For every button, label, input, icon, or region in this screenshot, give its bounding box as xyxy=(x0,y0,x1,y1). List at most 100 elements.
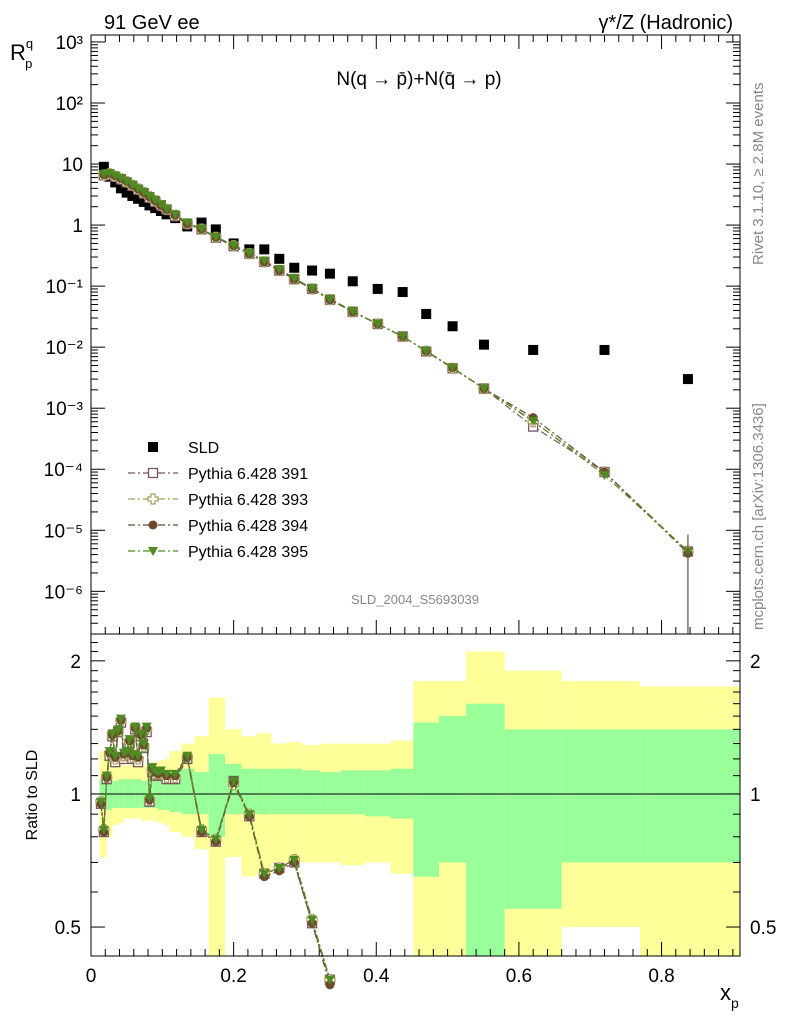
ratio-point xyxy=(133,751,144,761)
x-axis-label: xp xyxy=(720,980,739,1011)
data-point xyxy=(127,190,138,201)
main-title: N(q → p̄)+N(q̄ → p) xyxy=(336,69,501,90)
legend-label: Pythia 6.428 394 xyxy=(188,518,308,535)
ratio-point xyxy=(196,825,207,835)
data-point xyxy=(528,344,539,355)
data-point xyxy=(289,274,300,284)
ratio-y-tick-label-right: 1 xyxy=(750,785,761,806)
ratio-point xyxy=(135,729,146,739)
data-point xyxy=(121,187,132,198)
data-point xyxy=(127,180,138,190)
data-point xyxy=(144,200,155,211)
band-green xyxy=(364,770,391,817)
data-point xyxy=(155,206,166,217)
band-green xyxy=(439,716,467,863)
y-tick-label: 10⁻³ xyxy=(46,399,84,420)
y-tick-label: 10⁻⁴ xyxy=(44,460,83,481)
band-green xyxy=(320,772,341,815)
y-tick-label: 10² xyxy=(56,94,83,115)
data-point xyxy=(372,283,383,294)
legend-marker xyxy=(148,520,158,530)
data-point xyxy=(307,284,318,294)
band-green xyxy=(208,754,226,837)
ratio-point xyxy=(141,722,152,732)
y-tick-label: 10⁻⁶ xyxy=(44,582,83,603)
data-point xyxy=(133,193,144,204)
ratio-point xyxy=(107,729,118,739)
data-point xyxy=(210,224,221,235)
band-green xyxy=(466,703,505,956)
data-point xyxy=(182,218,193,228)
ratio-y-tick-label-right: 2 xyxy=(750,652,761,673)
data-point xyxy=(397,332,408,342)
band-green xyxy=(271,768,287,815)
data-point xyxy=(155,200,166,210)
data-point xyxy=(98,161,109,172)
ratio-y-tick-label: 2 xyxy=(70,652,81,673)
mcplots-label: mcplots.cern.ch [arXiv:1306.3436] xyxy=(750,403,767,630)
data-point xyxy=(259,256,270,266)
data-point xyxy=(324,294,335,304)
ratio-series-3 xyxy=(95,714,335,985)
x-tick-label: 0.6 xyxy=(506,966,532,987)
data-point xyxy=(274,265,285,275)
ratio-line xyxy=(100,718,331,980)
header-right: γ*/Z (Hadronic) xyxy=(599,12,733,34)
band-green xyxy=(241,768,257,815)
ratio-point xyxy=(130,722,141,732)
data-point xyxy=(196,224,207,234)
legend-marker xyxy=(147,493,159,505)
ratio-point xyxy=(101,771,112,781)
data-point xyxy=(478,384,489,394)
data-point xyxy=(447,321,458,332)
data-point xyxy=(347,276,358,287)
x-tick-label: 0.4 xyxy=(363,966,390,987)
data-point xyxy=(259,244,270,255)
data-point xyxy=(274,253,285,264)
y-tick-label: 10⁻² xyxy=(46,338,84,359)
data-point xyxy=(210,232,221,242)
data-point xyxy=(144,191,155,201)
y-tick-label: 10⁻¹ xyxy=(46,277,84,298)
ratio-point xyxy=(98,825,109,835)
data-point xyxy=(98,170,109,180)
ratio-y-tick-label: 1 xyxy=(70,785,81,806)
data-point xyxy=(115,183,126,194)
legend-label: Pythia 6.428 393 xyxy=(188,492,308,509)
ratio-point xyxy=(124,735,135,745)
ratio-point xyxy=(274,863,285,873)
data-point xyxy=(682,374,693,385)
data-point xyxy=(372,319,383,329)
ratio-point xyxy=(110,751,121,761)
band-green xyxy=(340,770,365,815)
y-tick-label: 1 xyxy=(72,216,83,237)
y-tick-label: 10⁻⁵ xyxy=(44,521,83,542)
band-green xyxy=(194,772,209,815)
legend-label: Pythia 6.428 391 xyxy=(188,466,308,483)
data-point xyxy=(104,169,115,179)
band-green xyxy=(504,729,562,909)
data-point xyxy=(138,196,149,207)
ratio-point xyxy=(259,869,270,879)
rivet-label: Rivet 3.1.10, ≥ 2.8M events xyxy=(750,83,767,266)
data-point xyxy=(447,363,458,373)
ratio-point xyxy=(121,747,132,757)
data-point xyxy=(150,203,161,214)
data-point xyxy=(228,241,239,251)
data-point xyxy=(115,174,126,184)
data-point xyxy=(421,308,432,319)
x-tick-label: 0.2 xyxy=(220,966,246,987)
ratio-point xyxy=(289,855,300,865)
y-axis-label: Rq p xyxy=(10,36,33,71)
main-panel: N(q → p̄)+N(q̄ → p) SLD_2004_S5693039 Rq… xyxy=(10,33,741,635)
ratio-y-tick-label: 0.5 xyxy=(55,918,81,939)
ratio-point xyxy=(161,769,172,779)
x-tick-label: 0 xyxy=(86,966,97,987)
band-green xyxy=(640,729,740,863)
legend-label: SLD xyxy=(188,440,219,457)
legend-marker xyxy=(148,442,158,452)
ratio-point xyxy=(115,714,126,724)
data-point xyxy=(150,195,161,205)
data-point xyxy=(599,344,610,355)
band-green xyxy=(561,729,641,863)
